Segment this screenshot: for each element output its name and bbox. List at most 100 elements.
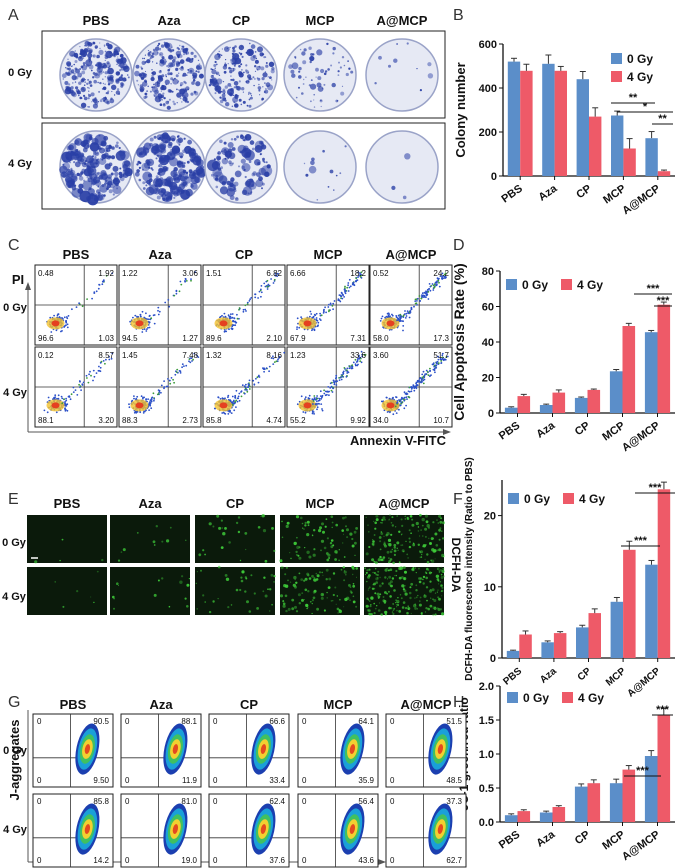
colony-dot [83, 54, 86, 57]
colony-dot [245, 51, 248, 54]
event-dot [416, 304, 418, 306]
fluor-cell [262, 529, 267, 533]
event-dot [330, 389, 333, 392]
fluor-cell [316, 607, 319, 611]
quadrant-ur: 7.48 [182, 351, 198, 360]
fluor-cell [331, 526, 333, 529]
quadrant-upper: 66.6 [269, 717, 285, 726]
event-dot [58, 316, 61, 318]
fluor-cell [438, 548, 442, 552]
quadrant-ll-zero: 0 [213, 856, 218, 865]
colony-dot [153, 83, 155, 86]
fluor-cell [402, 601, 406, 604]
fluor-cell [429, 604, 433, 608]
event-dot [101, 283, 104, 286]
fluor-cell [273, 549, 276, 553]
colony-dot [164, 194, 167, 197]
colony-dot [171, 46, 173, 48]
fluor-cell [296, 536, 298, 539]
colony-dot [210, 68, 213, 70]
colony-dot [257, 77, 261, 81]
bar-4 Gy-A@MCP [657, 489, 671, 658]
fluor-cell [325, 578, 328, 581]
event-dot [88, 373, 90, 376]
event-dot [160, 384, 163, 387]
event-dot [191, 360, 193, 362]
colony-dot [241, 55, 244, 59]
colony-dot [98, 157, 107, 165]
jc1-plot: 88.111.900 [120, 713, 202, 788]
event-dot [165, 385, 168, 388]
quadrant-ll-zero: 0 [37, 776, 42, 785]
bar-4 Gy-Aza [554, 70, 567, 176]
fluor-cell [437, 579, 440, 582]
event-dot [181, 366, 184, 369]
event-dot [225, 330, 228, 333]
event-dot [315, 312, 318, 315]
fluor-cell [421, 517, 425, 522]
fluor-cell [391, 577, 395, 580]
fluor-cell [246, 600, 249, 604]
colony-dot [248, 80, 250, 83]
fluor-cell [431, 588, 435, 592]
event-dot [67, 315, 70, 317]
colony-dot [64, 81, 69, 85]
fluor-cell [415, 589, 418, 592]
fluor-cell [440, 590, 443, 593]
jc1-header-0: PBS [60, 697, 87, 712]
fluor-cell [263, 576, 266, 579]
quadrant-ur: 51.7 [433, 351, 449, 360]
fluor-cell [240, 579, 244, 583]
colony-dot [140, 67, 144, 70]
fluor-cell [339, 598, 341, 601]
event-dot [413, 389, 416, 392]
fluor-cell [372, 544, 375, 547]
colony-dot [119, 69, 122, 72]
fluor-cell [396, 541, 400, 545]
fluor-cell [404, 584, 406, 587]
fluor-cell [308, 577, 312, 580]
fluor-cell [298, 572, 301, 575]
event-dot [46, 411, 49, 414]
event-dot [395, 396, 397, 398]
event-dot [425, 296, 427, 299]
event-dot [175, 371, 178, 373]
event-dot [318, 403, 320, 405]
event-dot [104, 362, 106, 365]
event-dot [427, 298, 430, 300]
y-axis-label: DCFH-DA fluorescence intensity (Ratio to… [464, 457, 475, 681]
fluor-cell [241, 570, 245, 574]
fluor-cell [419, 556, 421, 558]
colony-dot [183, 137, 186, 140]
event-dot [357, 357, 359, 360]
colony-dot [104, 59, 107, 62]
fluor-cell [419, 513, 422, 517]
colony-dot [87, 52, 93, 59]
colony-dot [243, 71, 245, 74]
event-dot [346, 286, 349, 289]
fluor-cell [298, 556, 302, 560]
event-dot [150, 407, 153, 410]
event-dot [316, 325, 319, 328]
colony-dot [119, 176, 125, 182]
fluor-cell [396, 570, 398, 572]
event-dot [296, 326, 298, 328]
fluor-cell [235, 521, 239, 525]
event-dot [248, 379, 251, 382]
colony-dot [170, 189, 174, 193]
legend-swatch-4 Gy [562, 692, 573, 703]
event-dot [133, 411, 136, 414]
event-dot [66, 326, 69, 329]
fluor-cell [279, 559, 283, 563]
colony-dot [247, 192, 250, 195]
colony-dot [416, 68, 418, 70]
event-dot [400, 401, 403, 404]
fluor-cell [196, 608, 198, 610]
colony-dot [92, 76, 95, 79]
colony-dot [173, 177, 181, 184]
fluor-cell [228, 541, 231, 544]
fluor-cell [289, 552, 291, 554]
fluor-cell [411, 568, 415, 572]
fluor-cell [372, 539, 374, 541]
legend-label-4 Gy: 4 Gy [577, 278, 603, 292]
